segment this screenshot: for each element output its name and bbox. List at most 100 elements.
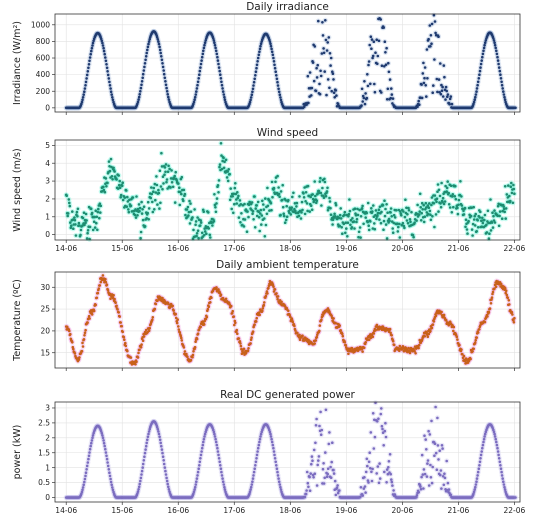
data-point	[97, 292, 100, 295]
data-point	[441, 89, 444, 92]
data-point	[438, 189, 441, 192]
data-point	[322, 47, 325, 50]
data-point	[220, 142, 223, 145]
data-point	[513, 188, 516, 191]
data-point	[339, 214, 342, 217]
data-point	[321, 187, 324, 190]
data-point	[319, 70, 322, 73]
data-point	[345, 344, 348, 347]
data-point	[196, 84, 199, 87]
data-point	[92, 229, 95, 232]
data-point	[430, 204, 433, 207]
data-point	[446, 180, 449, 183]
data-point	[329, 52, 332, 55]
data-point	[320, 75, 323, 78]
data-point	[206, 316, 209, 319]
data-point	[197, 81, 200, 84]
data-point	[222, 90, 225, 93]
data-point	[482, 50, 485, 53]
y-tick-label: 200	[36, 87, 51, 96]
data-point	[383, 199, 386, 202]
data-point	[83, 338, 86, 341]
data-point	[420, 83, 423, 86]
data-point	[436, 78, 439, 81]
data-point	[414, 352, 417, 355]
data-point	[178, 328, 181, 331]
data-point	[253, 323, 256, 326]
data-point	[246, 210, 249, 213]
data-point	[429, 210, 432, 213]
data-point	[234, 187, 237, 190]
data-point	[346, 235, 349, 238]
data-point	[202, 210, 205, 213]
data-point	[204, 230, 207, 233]
data-point	[218, 70, 221, 73]
data-point	[501, 87, 504, 90]
data-point	[431, 91, 434, 94]
data-point	[247, 350, 250, 353]
data-point	[254, 207, 257, 210]
data-point	[216, 53, 219, 56]
data-point	[260, 42, 263, 45]
data-point	[273, 64, 276, 67]
data-point	[218, 179, 221, 182]
data-point	[84, 332, 87, 335]
data-point	[332, 78, 335, 81]
data-point	[197, 229, 200, 232]
data-point	[65, 194, 68, 197]
data-point	[159, 49, 162, 52]
data-point	[71, 210, 74, 213]
data-point	[193, 208, 196, 211]
data-point	[76, 211, 79, 214]
data-point	[431, 215, 434, 218]
data-point	[142, 73, 145, 76]
data-point	[280, 99, 283, 102]
data-point	[199, 66, 202, 69]
data-point	[161, 59, 164, 62]
data-point	[473, 98, 476, 101]
data-point	[344, 211, 347, 214]
data-point	[251, 91, 254, 94]
data-point	[364, 103, 367, 106]
data-point	[213, 220, 216, 223]
data-point	[68, 198, 71, 201]
data-point	[253, 78, 256, 81]
data-point	[180, 337, 183, 340]
data-point	[115, 305, 118, 308]
data-point	[471, 234, 474, 237]
data-point	[107, 289, 110, 292]
data-point	[192, 229, 195, 232]
data-point	[370, 35, 373, 38]
data-point	[82, 96, 85, 99]
data-point	[449, 98, 452, 101]
data-point	[356, 218, 359, 221]
data-point	[230, 208, 233, 211]
data-point	[213, 39, 216, 42]
data-point	[386, 237, 389, 240]
data-point	[215, 202, 218, 205]
data-point	[109, 84, 112, 87]
data-point	[114, 301, 117, 304]
data-point	[135, 195, 138, 198]
data-point	[216, 197, 219, 200]
data-point	[507, 184, 510, 187]
data-point	[335, 94, 338, 97]
data-point	[296, 202, 299, 205]
data-point	[484, 214, 487, 217]
data-point	[110, 93, 113, 96]
data-point	[399, 345, 402, 348]
data-point	[255, 320, 258, 323]
data-point	[208, 306, 211, 309]
data-point	[399, 236, 402, 239]
data-point	[217, 184, 220, 187]
data-point	[311, 193, 314, 196]
data-point	[190, 210, 193, 213]
data-point	[321, 21, 324, 24]
data-point	[422, 204, 425, 207]
data-point	[407, 207, 410, 210]
data-point	[182, 200, 185, 203]
data-point	[428, 202, 431, 205]
data-point	[197, 237, 200, 240]
data-point	[272, 57, 275, 60]
data-point	[165, 163, 168, 166]
